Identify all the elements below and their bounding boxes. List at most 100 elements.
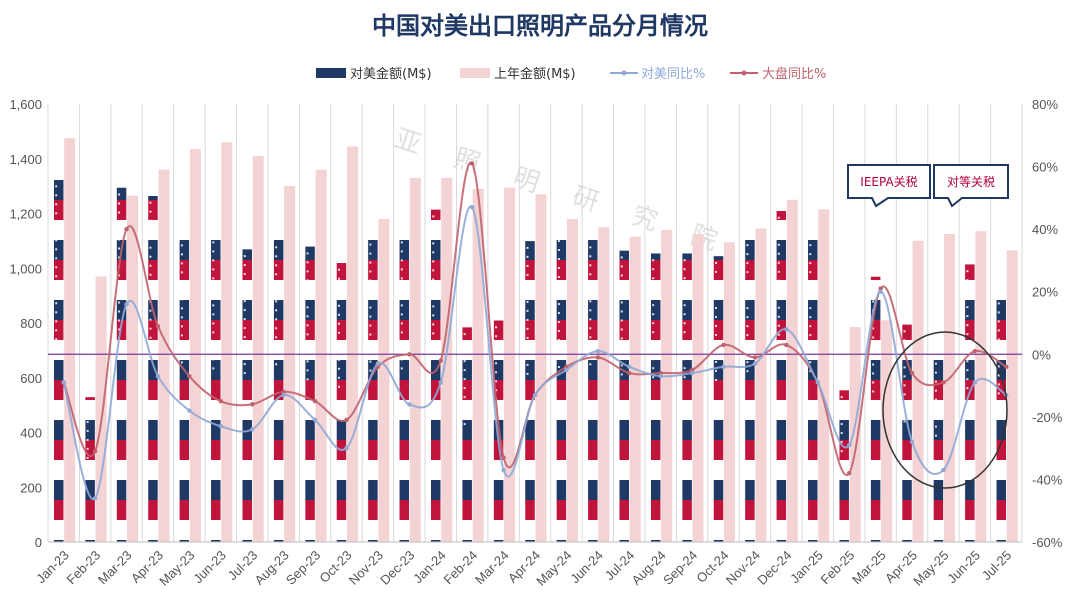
legend-item-us-value[interactable]: 对美金额(M$) — [316, 66, 432, 82]
point-us-yoy[interactable] — [627, 364, 632, 369]
point-us-yoy[interactable] — [721, 364, 726, 369]
point-us-yoy[interactable] — [438, 380, 443, 385]
bar-prev-year[interactable] — [943, 234, 955, 542]
bar-prev-year[interactable] — [189, 149, 201, 542]
bar-us-value[interactable] — [430, 209, 441, 543]
line-us-yoy[interactable] — [62, 205, 1007, 501]
bar-prev-year[interactable] — [535, 194, 547, 542]
point-us-yoy[interactable] — [281, 392, 286, 398]
point-total-yoy[interactable] — [250, 402, 255, 407]
bar-us-value[interactable] — [179, 220, 190, 543]
point-us-yoy[interactable] — [501, 467, 506, 473]
point-total-yoy[interactable] — [721, 342, 726, 348]
bar-prev-year[interactable] — [252, 156, 264, 542]
point-us-yoy[interactable] — [972, 380, 978, 385]
point-total-yoy[interactable] — [658, 370, 663, 376]
point-us-yoy[interactable] — [532, 392, 538, 398]
bar-prev-year[interactable] — [158, 169, 170, 542]
bar-prev-year[interactable] — [975, 231, 987, 542]
bar-us-value[interactable] — [367, 228, 379, 543]
bar-prev-year[interactable] — [755, 228, 767, 542]
bar-prev-year[interactable] — [692, 234, 704, 542]
point-total-yoy[interactable] — [187, 373, 192, 379]
bar-prev-year[interactable] — [409, 177, 421, 542]
bar-prev-year[interactable] — [661, 229, 673, 543]
bar-us-value[interactable] — [304, 246, 316, 543]
bar-prev-year[interactable] — [629, 236, 641, 543]
point-total-yoy[interactable] — [972, 348, 978, 354]
point-total-yoy[interactable] — [218, 399, 224, 404]
point-us-yoy[interactable] — [61, 380, 66, 385]
point-total-yoy[interactable] — [752, 355, 758, 360]
point-total-yoy[interactable] — [564, 364, 569, 369]
legend-item-prev-year[interactable]: 上年金额(M$) — [460, 66, 576, 82]
bar-prev-year[interactable] — [786, 199, 798, 542]
bar-prev-year[interactable] — [315, 169, 327, 542]
bar-us-value[interactable] — [587, 231, 599, 543]
point-total-yoy[interactable] — [846, 470, 852, 476]
point-total-yoy[interactable] — [909, 370, 915, 376]
bar-prev-year[interactable] — [849, 327, 861, 542]
bar-us-value[interactable] — [84, 396, 96, 543]
bar-prev-year[interactable] — [881, 320, 893, 542]
point-us-yoy[interactable] — [92, 496, 98, 501]
point-us-yoy[interactable] — [344, 445, 349, 451]
point-us-yoy[interactable] — [658, 373, 663, 379]
point-us-yoy[interactable] — [752, 361, 758, 366]
bar-us-value[interactable] — [996, 287, 1007, 543]
point-total-yoy[interactable] — [344, 417, 349, 423]
bar-us-value[interactable] — [807, 237, 819, 543]
bar-prev-year[interactable] — [441, 177, 453, 542]
point-us-yoy[interactable] — [469, 205, 475, 210]
bar-prev-year[interactable] — [95, 276, 107, 542]
bar-prev-year[interactable] — [221, 142, 233, 542]
point-us-yoy[interactable] — [187, 408, 192, 413]
bar-us-value[interactable] — [53, 179, 64, 543]
point-total-yoy[interactable] — [627, 370, 632, 376]
bar-prev-year[interactable] — [378, 218, 390, 542]
bar-us-value[interactable] — [336, 262, 347, 543]
point-total-yoy[interactable] — [438, 358, 443, 363]
bar-prev-year[interactable] — [566, 218, 578, 542]
point-us-yoy[interactable] — [784, 327, 789, 332]
bar-us-value[interactable] — [776, 210, 787, 543]
bar-prev-year[interactable] — [284, 186, 296, 542]
bar-prev-year[interactable] — [598, 227, 610, 542]
point-us-yoy[interactable] — [218, 424, 224, 429]
point-us-yoy[interactable] — [375, 361, 381, 366]
point-total-yoy[interactable] — [124, 226, 129, 232]
bar-prev-year[interactable] — [912, 240, 924, 542]
point-us-yoy[interactable] — [595, 348, 601, 354]
bar-us-value[interactable] — [461, 326, 473, 543]
bar-prev-year[interactable] — [127, 195, 139, 543]
bar-us-value[interactable] — [210, 235, 222, 543]
point-total-yoy[interactable] — [1004, 364, 1009, 369]
point-us-yoy[interactable] — [250, 427, 255, 432]
bar-us-value[interactable] — [524, 240, 536, 543]
bar-prev-year[interactable] — [346, 146, 358, 542]
point-us-yoy[interactable] — [846, 442, 852, 448]
point-total-yoy[interactable] — [312, 399, 318, 404]
bar-prev-year[interactable] — [64, 138, 76, 542]
bar-us-value[interactable] — [116, 187, 127, 543]
point-us-yoy[interactable] — [941, 467, 946, 473]
point-total-yoy[interactable] — [941, 380, 946, 385]
point-total-yoy[interactable] — [784, 342, 789, 348]
point-us-yoy[interactable] — [407, 402, 412, 407]
point-total-yoy[interactable] — [689, 367, 695, 373]
bar-us-value[interactable] — [933, 347, 944, 543]
point-total-yoy[interactable] — [281, 389, 286, 395]
point-us-yoy[interactable] — [124, 302, 129, 307]
point-total-yoy[interactable] — [155, 323, 161, 329]
bar-us-value[interactable] — [399, 235, 410, 543]
point-total-yoy[interactable] — [92, 449, 98, 454]
bar-prev-year[interactable] — [724, 242, 736, 542]
bar-us-value[interactable] — [556, 233, 567, 543]
point-us-yoy[interactable] — [909, 439, 915, 445]
bar-prev-year[interactable] — [1006, 250, 1018, 543]
bar-prev-year[interactable] — [472, 188, 484, 543]
point-total-yoy[interactable] — [469, 161, 475, 166]
point-us-yoy[interactable] — [815, 380, 820, 385]
point-total-yoy[interactable] — [407, 352, 412, 357]
legend-item-us-yoy[interactable]: 对美同比% — [610, 67, 705, 82]
